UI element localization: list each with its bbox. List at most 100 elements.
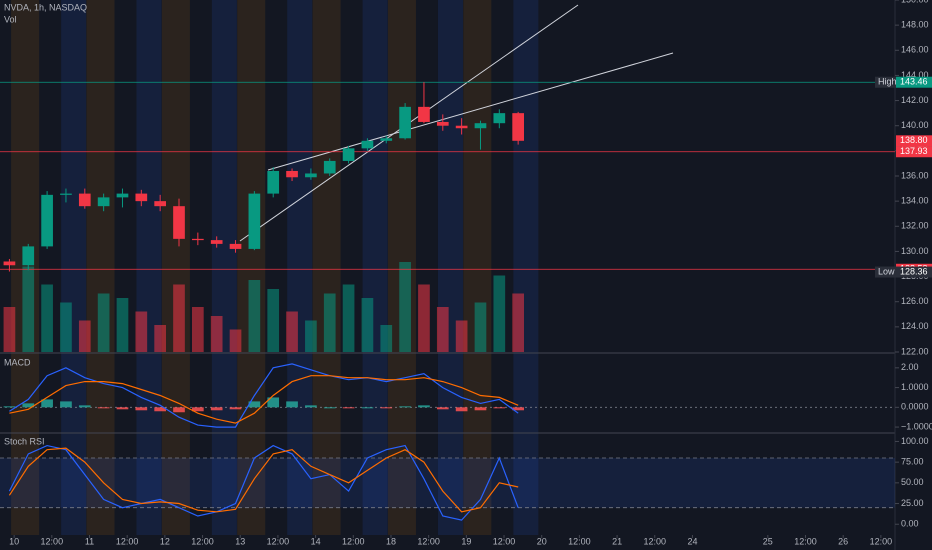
candle-body [493, 113, 506, 124]
x-tick-label: 26 [838, 536, 848, 546]
candle-body [60, 193, 72, 195]
volume-bar [267, 289, 280, 352]
x-tick-label: 20 [537, 536, 547, 546]
stoch-tick-label: 75.00 [901, 457, 924, 467]
volume-bar [380, 325, 393, 352]
candle-body [173, 206, 185, 239]
x-tick-label: 12:00 [643, 536, 666, 546]
candle-body [455, 125, 468, 129]
macd-histogram-bar [418, 405, 430, 408]
candle-body [116, 193, 129, 198]
volume-bar [493, 275, 506, 352]
macd-histogram-bar [474, 407, 487, 411]
price-tick-label: 130.00 [901, 246, 929, 256]
macd-histogram-bar [22, 403, 35, 408]
x-tick-label: 24 [687, 536, 697, 546]
price-tick-label: 124.00 [901, 321, 929, 331]
chart-title: NVDA, 1h, NASDAQ [4, 2, 87, 12]
macd-histogram-bar [173, 407, 185, 413]
volume-bar [512, 293, 524, 352]
price-label-name-box [875, 76, 896, 88]
candle-body [323, 160, 336, 174]
x-tick-label: 12:00 [794, 536, 817, 546]
volume-bar [22, 266, 35, 352]
macd-histogram-bar [493, 407, 506, 409]
candle-body [135, 193, 148, 202]
price-label-box [896, 135, 932, 147]
price-label-box [896, 76, 932, 88]
stoch-tick-label: 0.00 [901, 519, 919, 529]
x-tick-label: 11 [85, 536, 94, 546]
premarket-shade [161, 0, 190, 535]
x-tick-label: 12:00 [191, 536, 214, 546]
x-tick-label: 12:00 [417, 536, 440, 546]
volume-bar [248, 280, 261, 352]
macd-tick-label: 2.00 [901, 362, 919, 372]
candle-body [512, 113, 524, 141]
price-tick-label: 150.00 [901, 0, 929, 4]
premarket-shade [86, 0, 115, 535]
price-label: 128.36 [900, 266, 928, 276]
x-tick-label: 18 [386, 536, 396, 546]
premarket-shade [463, 0, 492, 535]
macd-histogram-bar [248, 401, 261, 408]
macd-histogram-bar [455, 407, 468, 412]
price-tick-label: 148.00 [901, 20, 929, 30]
macd-histogram-bar [60, 401, 72, 408]
price-label-name: High [878, 77, 897, 87]
x-tick-label: 12:00 [568, 536, 591, 546]
volume-bar [135, 311, 148, 352]
macd-histogram-bar [267, 397, 280, 408]
price-label-name: Low [878, 266, 895, 276]
afterhours-shade [61, 0, 87, 535]
price-tick-label: 142.00 [901, 95, 929, 105]
stoch-tick-label: 25.00 [901, 498, 924, 508]
volume-bar [3, 307, 16, 352]
afterhours-shade [287, 0, 313, 535]
candle-body [248, 193, 261, 249]
volume-bar [436, 307, 449, 352]
price-label: 138.80 [900, 135, 928, 145]
candle-body [380, 138, 393, 141]
stoch-line [8, 444, 519, 521]
afterhours-shade [211, 0, 237, 535]
x-tick-label: 12:00 [493, 536, 516, 546]
volume-bar [192, 307, 204, 352]
macd-histogram-bar [380, 407, 393, 409]
volume-bar [418, 284, 430, 352]
price-label: 143.46 [900, 77, 928, 87]
macd-tick-label: −1.0000 [901, 421, 932, 431]
macd-histogram-bar [323, 407, 336, 409]
macd-histogram-bar [3, 406, 16, 408]
volume-bar [229, 329, 242, 352]
x-tick-label: 12 [160, 536, 170, 546]
trend-line [267, 52, 674, 171]
x-tick-label: 21 [612, 536, 622, 546]
macd-histogram-bar [436, 407, 449, 410]
macd-histogram-bar [286, 401, 298, 408]
macd-tick-label: 1.0000 [901, 382, 929, 392]
macd-histogram-bar [154, 407, 166, 412]
volume-bar [455, 320, 468, 352]
volume-bar [154, 325, 166, 352]
macd-histogram-bar [41, 399, 53, 408]
volume-bar [97, 293, 110, 352]
macd-histogram-bar [512, 407, 524, 411]
candle-body [3, 261, 16, 266]
price-label: 137.93 [900, 146, 928, 156]
price-label-box [896, 266, 932, 278]
price-tick-label: 140.00 [901, 120, 929, 130]
afterhours-shade [437, 0, 463, 535]
candle-body [267, 170, 280, 194]
premarket-shade [312, 0, 341, 535]
stoch-line [8, 447, 519, 513]
x-tick-label: 12:00 [116, 536, 139, 546]
x-tick-label: 25 [763, 536, 773, 546]
price-tick-label: 146.00 [901, 45, 929, 55]
volume-bar [173, 284, 185, 352]
stoch-tick-label: 50.00 [901, 477, 924, 487]
volume-bar [474, 302, 487, 352]
candle-body [305, 173, 317, 178]
macd-histogram-bar [305, 405, 317, 408]
